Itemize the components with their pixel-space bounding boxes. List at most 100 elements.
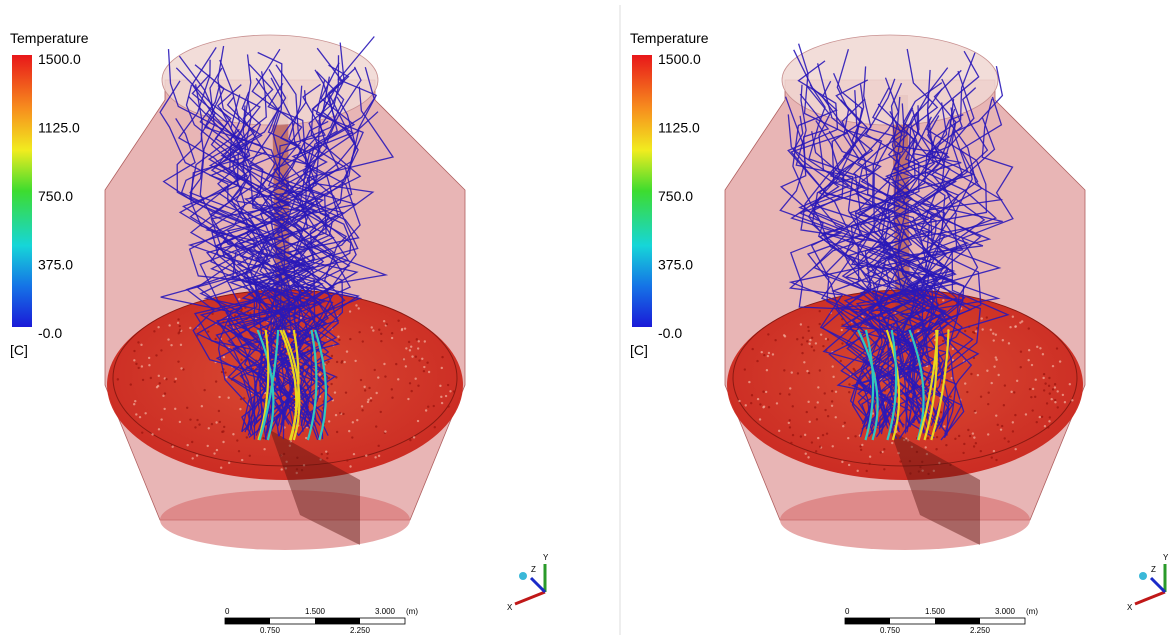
- bed-particle: [990, 329, 992, 331]
- bed-particle: [228, 462, 230, 464]
- bed-particle: [305, 437, 307, 439]
- bed-particle: [441, 367, 443, 369]
- bed-particle: [1014, 448, 1016, 450]
- bed-particle: [995, 334, 997, 336]
- bed-particle: [1039, 347, 1041, 349]
- bed-particle: [1028, 327, 1030, 329]
- bed-particle: [341, 360, 343, 362]
- bed-particle: [1054, 399, 1056, 401]
- bed-particle: [880, 451, 882, 453]
- bed-particle: [824, 409, 826, 411]
- bed-particle: [375, 425, 377, 427]
- scale-label: 0: [845, 607, 850, 616]
- bed-particle: [189, 418, 191, 420]
- bed-particle: [401, 329, 403, 331]
- bed-particle: [822, 434, 824, 436]
- bed-particle: [791, 371, 793, 373]
- bed-particle: [750, 402, 752, 404]
- axis-origin: [1139, 572, 1147, 580]
- bed-particle: [1016, 380, 1018, 382]
- bed-particle: [364, 389, 366, 391]
- bed-particle: [441, 356, 443, 358]
- bed-particle: [186, 407, 188, 409]
- bed-particle: [1020, 351, 1022, 353]
- bed-particle: [816, 418, 818, 420]
- bed-particle: [767, 355, 769, 357]
- bed-particle: [351, 436, 353, 438]
- bed-particle: [180, 344, 182, 346]
- bed-particle: [973, 445, 975, 447]
- axis-z: [531, 578, 545, 592]
- bed-particle: [1009, 326, 1011, 328]
- bed-particle: [133, 359, 135, 361]
- bed-particle: [194, 426, 196, 428]
- bed-particle: [349, 465, 351, 467]
- bed-particle: [360, 379, 362, 381]
- bed-particle: [751, 394, 753, 396]
- bed-particle: [178, 332, 180, 334]
- color-bar: [632, 55, 652, 327]
- bed-particle: [801, 343, 803, 345]
- bed-particle: [819, 323, 821, 325]
- bed-particle: [162, 395, 164, 397]
- bed-particle: [1012, 421, 1014, 423]
- bed-particle: [380, 340, 382, 342]
- bed-particle: [377, 445, 379, 447]
- bed-particle: [158, 382, 160, 384]
- bed-particle: [1048, 420, 1050, 422]
- bed-particle: [153, 330, 155, 332]
- bed-particle: [1036, 421, 1038, 423]
- bed-particle: [135, 363, 137, 365]
- scale-bar-fill: [225, 618, 270, 624]
- bed-particle: [215, 421, 217, 423]
- bed-particle: [133, 350, 135, 352]
- bed-particle: [942, 340, 944, 342]
- bed-particle: [375, 392, 377, 394]
- bed-particle: [964, 330, 966, 332]
- bed-particle: [803, 361, 805, 363]
- bed-particle: [763, 354, 765, 356]
- bed-particle: [744, 368, 746, 370]
- bed-particle: [336, 431, 338, 433]
- bed-particle: [239, 408, 241, 410]
- bed-particle: [1008, 342, 1010, 344]
- bed-particle: [414, 378, 416, 380]
- bed-particle: [179, 325, 181, 327]
- bed-particle: [762, 406, 764, 408]
- bed-particle: [326, 457, 328, 459]
- bed-particle: [213, 452, 215, 454]
- bed-particle: [832, 376, 834, 378]
- bed-particle: [958, 435, 960, 437]
- bed-particle: [1013, 391, 1015, 393]
- bed-particle: [1012, 430, 1014, 432]
- bed-particle: [1043, 373, 1045, 375]
- bed-particle: [355, 304, 357, 306]
- bed-particle: [281, 468, 283, 470]
- bed-particle: [334, 391, 336, 393]
- bed-particle: [883, 468, 885, 470]
- bed-particle: [935, 448, 937, 450]
- vessel-bottom: [160, 490, 410, 550]
- bed-particle: [177, 322, 179, 324]
- bed-particle: [822, 345, 824, 347]
- bed-particle: [148, 364, 150, 366]
- bed-particle: [1002, 339, 1004, 341]
- axis-origin: [519, 572, 527, 580]
- bed-particle: [980, 396, 982, 398]
- bed-particle: [335, 414, 337, 416]
- bed-particle: [134, 400, 136, 402]
- bed-particle: [962, 452, 964, 454]
- bed-particle: [832, 445, 834, 447]
- bed-particle: [415, 356, 417, 358]
- bed-particle: [768, 406, 770, 408]
- bed-particle: [377, 376, 379, 378]
- bed-particle: [157, 326, 159, 328]
- bed-particle: [219, 421, 221, 423]
- axis-label: Z: [1151, 565, 1156, 574]
- bed-particle: [1014, 414, 1016, 416]
- bed-particle: [1071, 399, 1073, 401]
- bed-particle: [391, 332, 393, 334]
- bed-particle: [811, 337, 813, 339]
- axis-x: [1135, 592, 1165, 604]
- bed-particle: [177, 318, 179, 320]
